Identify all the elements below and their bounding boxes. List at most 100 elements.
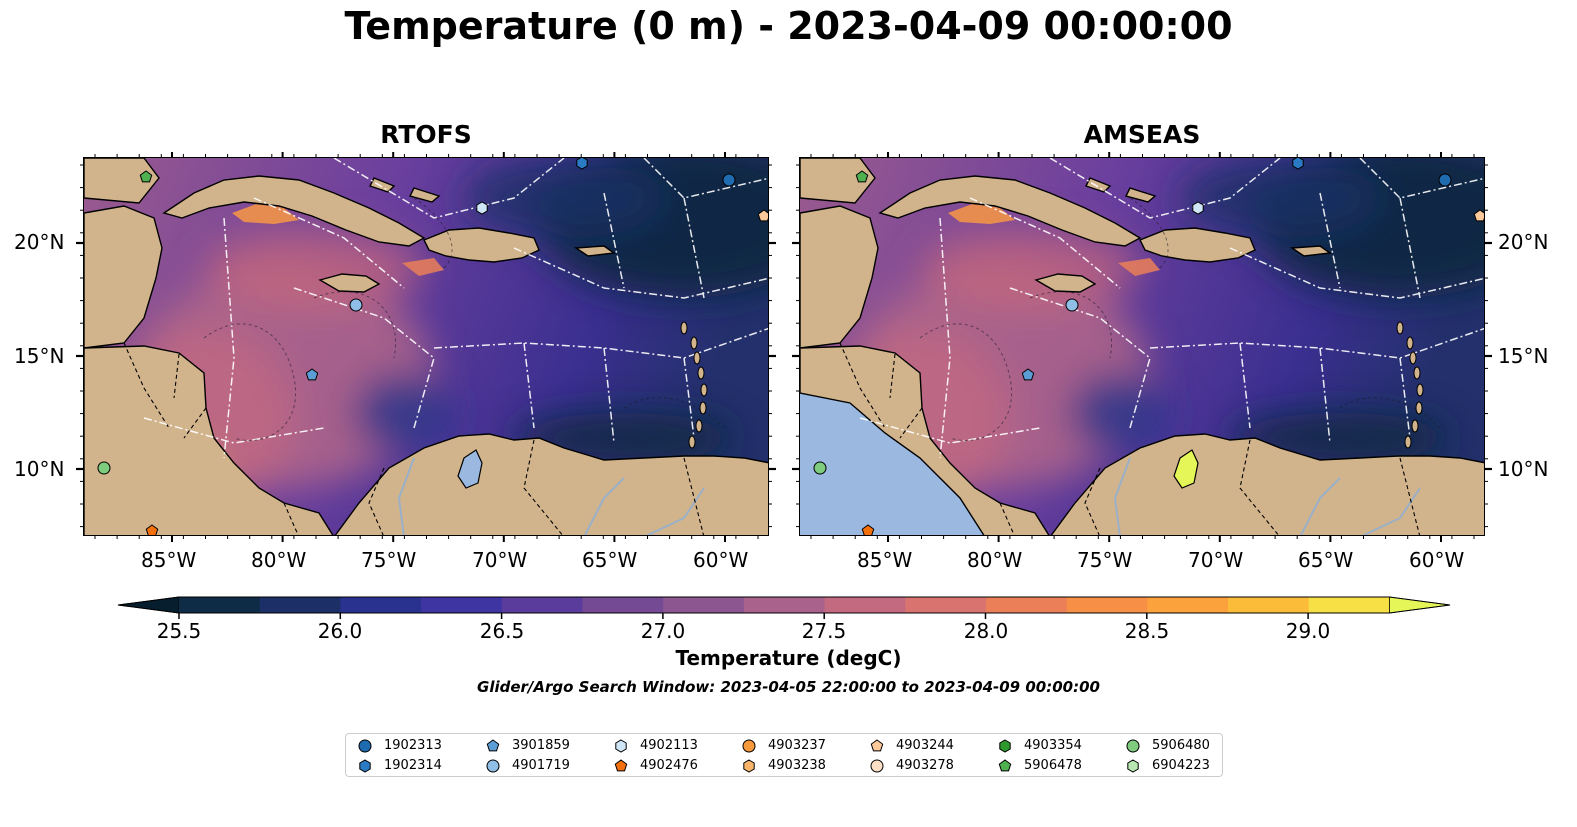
legend-marker (870, 759, 884, 773)
lat-label-10n-left: 10°N (14, 457, 65, 481)
lat-label-15n-left: 15°N (14, 344, 65, 368)
lesser-antilles (680, 321, 708, 449)
map-panel-amseas[interactable] (799, 157, 1485, 536)
lon-label-80w-rtofs: 80°W (251, 548, 307, 572)
panel-title-amseas: AMSEAS (1083, 120, 1201, 149)
warm-patch-cuba (948, 203, 1015, 224)
cbar-segment (1147, 597, 1229, 613)
pentagon-marker-icon (998, 759, 1012, 772)
lon-label-70w-rtofs: 70°W (472, 548, 528, 572)
float-markers (813, 158, 1484, 535)
hexagon-marker-icon (1127, 759, 1139, 773)
legend-marker (1126, 739, 1140, 753)
cbar-tick-28-5: 28.5 (1124, 619, 1170, 643)
bathymetry-contours (203, 197, 725, 441)
legend-label: 4903237 (768, 738, 826, 753)
cbar-tick-26-5: 26.5 (479, 619, 525, 643)
land-yucatan (800, 205, 879, 349)
warm-patch-jamaica (402, 258, 444, 276)
legend-marker (870, 739, 884, 752)
lon-label-85w-amseas: 85°W (857, 548, 913, 572)
search-window-note: Glider/Argo Search Window: 2023-04-05 22… (477, 678, 1100, 696)
cbar-tick-25-5: 25.5 (156, 619, 202, 643)
legend-marker (1127, 759, 1139, 773)
figure-title: Temperature (0 m) - 2023-04-09 00:00:00 (344, 4, 1233, 48)
float-4902476 (145, 524, 159, 535)
float-4901719 (1065, 298, 1079, 312)
lake-maracaibo (457, 449, 483, 489)
legend-label: 4902476 (640, 758, 698, 773)
land-masses (84, 158, 768, 535)
float-5906478 (855, 170, 869, 183)
float-4903244 (1473, 209, 1484, 222)
land-central (800, 345, 1050, 535)
land-puertorico (1289, 245, 1332, 257)
lon-label-65w-rtofs: 65°W (582, 548, 638, 572)
hexagon-marker-icon (743, 759, 755, 773)
cbar-segment (259, 597, 341, 613)
legend-label: 3901859 (512, 738, 570, 753)
legend-marker (615, 739, 627, 753)
lat-label-10n-right: 10°N (1498, 457, 1549, 481)
cbar-segment (743, 597, 826, 613)
circle-marker-icon (486, 759, 500, 773)
panel-title-rtofs: RTOFS (380, 120, 472, 149)
float-1902314 (1292, 158, 1304, 170)
legend-marker (359, 759, 371, 773)
land-baynw (800, 158, 876, 204)
legend-label: 4903278 (896, 758, 954, 773)
float-4903244 (757, 209, 768, 222)
lake-maracaibo (1173, 449, 1199, 489)
rtofs-temperature-map (84, 158, 768, 535)
hexagon-marker-icon (359, 759, 371, 773)
circle-marker-icon (1126, 739, 1140, 753)
legend-label: 4903354 (1024, 738, 1082, 753)
legend-marker (614, 759, 628, 772)
float-4902476 (861, 524, 875, 535)
pentagon-marker-icon (614, 759, 628, 772)
colorbar (117, 596, 1451, 619)
land-bahamas2 (408, 187, 441, 203)
cbar-tick-27-0: 27.0 (640, 619, 686, 643)
circle-marker-icon (742, 739, 756, 753)
map-panel-rtofs[interactable] (83, 157, 769, 536)
float-3901859 (1021, 368, 1035, 381)
cbar-segment (824, 597, 906, 613)
legend-label: 4903244 (896, 738, 954, 753)
legend-marker (486, 759, 500, 773)
land-yucatan (84, 205, 163, 349)
land-masses (800, 158, 1484, 535)
rivers (397, 457, 705, 535)
legend-marker (999, 739, 1011, 753)
lon-label-75w-rtofs: 75°W (361, 548, 417, 572)
land-south (334, 433, 768, 535)
land-bahamas1 (369, 177, 396, 193)
float-4902113 (1192, 201, 1204, 215)
circle-marker-icon (870, 759, 884, 773)
float-legend: 1902313 1902314 3901859 4901719 4902113 49024… (345, 733, 1223, 777)
amseas-temperature-map (800, 158, 1484, 535)
cbar-segment (1228, 597, 1310, 613)
cbar-segment (986, 597, 1068, 613)
bathymetry-contours (919, 197, 1441, 441)
cbar-under-arrow (117, 596, 180, 614)
cbar-over-arrow (1389, 596, 1451, 614)
float-1902313 (722, 173, 736, 187)
float-1902314 (576, 158, 588, 170)
land-hispaniola (423, 227, 540, 263)
lon-label-60w-amseas: 60°W (1409, 548, 1465, 572)
land-central (84, 345, 334, 535)
legend-label: 4902113 (640, 738, 698, 753)
legend-label: 4901719 (512, 758, 570, 773)
legend-label: 5906478 (1024, 758, 1082, 773)
float-5906478 (139, 170, 153, 183)
legend-marker (743, 759, 755, 773)
warm-patch-cuba (232, 203, 299, 224)
land-jamaica (1034, 273, 1097, 293)
cbar-segment (1308, 597, 1390, 613)
legend-label: 6904223 (1152, 758, 1210, 773)
pacific-nodata (800, 393, 984, 535)
cbar-tick-29-0: 29.0 (1285, 619, 1331, 643)
lat-label-20n-right: 20°N (1498, 230, 1549, 254)
hexagon-marker-icon (999, 739, 1011, 753)
